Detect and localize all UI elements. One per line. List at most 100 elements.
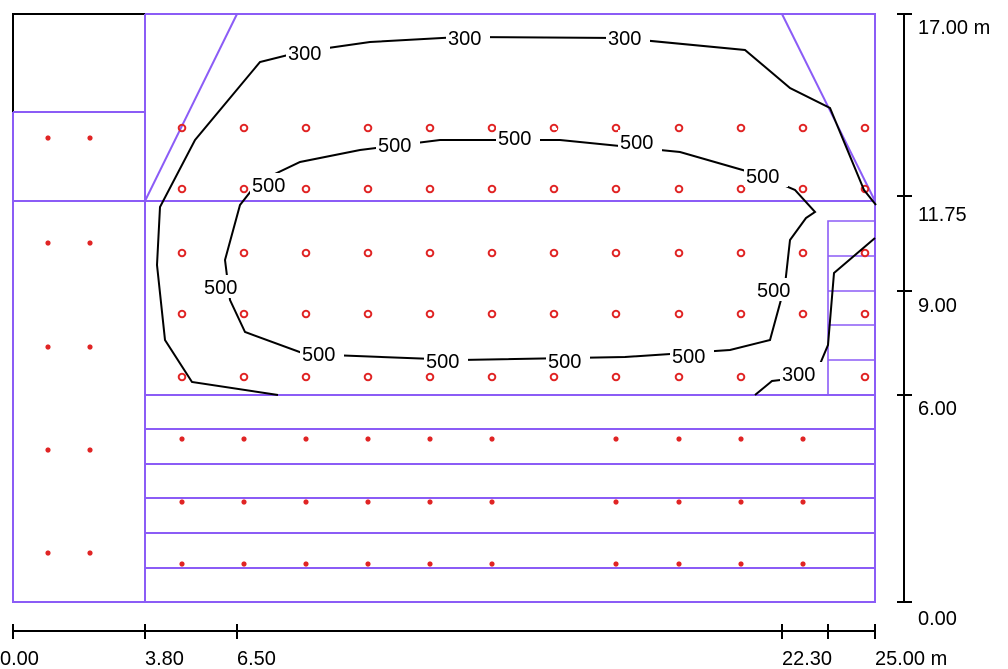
calc-point-ring (301, 184, 311, 194)
calc-point (303, 561, 309, 567)
calc-point-ring (177, 123, 187, 133)
calc-point-ring (363, 309, 373, 319)
calc-point-ring (425, 248, 435, 258)
calc-point-ring (239, 248, 249, 258)
calc-point (87, 344, 93, 350)
calc-point (241, 561, 247, 567)
calc-point-ring (549, 248, 559, 258)
calc-point-ring (239, 184, 249, 194)
calc-point-ring (736, 123, 746, 133)
calc-point-ring (549, 123, 559, 133)
y-label: 11.75 (918, 204, 967, 226)
calc-point (613, 436, 619, 442)
isoline-label-300: 300 (608, 28, 641, 50)
calc-point-ring (177, 372, 187, 382)
calc-point (676, 436, 682, 442)
y-label: 9.00 (918, 295, 957, 317)
calc-point-ring (674, 123, 684, 133)
calc-point-ring (674, 184, 684, 194)
x-label: 3.80 (145, 648, 184, 669)
calc-point-ring (798, 309, 808, 319)
calc-point-ring (239, 123, 249, 133)
calc-point-ring (487, 248, 497, 258)
calc-point-ring (425, 123, 435, 133)
isoline-label-500: 500 (302, 344, 335, 366)
calc-point-ring (425, 309, 435, 319)
isoline-labels: 300 300 300 300 500 500 500 500 500 500 … (202, 26, 824, 386)
calc-point-ring (363, 372, 373, 382)
calc-point (365, 561, 371, 567)
side-cell-outline (827, 220, 875, 395)
isoline-label-500: 500 (757, 280, 790, 302)
y-axis: 17.00 m 11.75 9.00 6.00 0.00 (897, 13, 990, 630)
calc-point-ring (611, 184, 621, 194)
calculation-points (45, 123, 870, 567)
calc-point-ring (798, 184, 808, 194)
calc-point-ring (363, 184, 373, 194)
calc-point-ring (549, 372, 559, 382)
calc-point-ring (301, 123, 311, 133)
calc-point-ring (736, 309, 746, 319)
isoline-label-500: 500 (620, 132, 653, 154)
calc-point (738, 436, 744, 442)
calc-point-ring (674, 248, 684, 258)
calc-point (87, 447, 93, 453)
isoline-300 (155, 35, 877, 396)
calc-point (45, 135, 51, 141)
calc-point-ring (487, 184, 497, 194)
calc-point-ring (549, 184, 559, 194)
calc-point (800, 436, 806, 442)
calc-point (613, 499, 619, 505)
x-label: 25.00 m (875, 648, 947, 669)
calc-point (45, 550, 51, 556)
isoline-label-300: 300 (782, 364, 815, 386)
calc-point (489, 499, 495, 505)
y-label: 17.00 m (918, 17, 990, 39)
x-label: 0.00 (0, 648, 39, 669)
calc-point-ring (798, 123, 808, 133)
calc-point-ring (363, 248, 373, 258)
x-label: 22.30 (782, 648, 832, 669)
x-axis: 0.00 3.80 6.50 22.30 25.00 m (0, 624, 947, 669)
calc-point (179, 499, 185, 505)
isolines (155, 35, 877, 396)
calc-point (365, 499, 371, 505)
calc-point-ring (736, 372, 746, 382)
calc-point (87, 240, 93, 246)
isoline-label-300: 300 (448, 28, 481, 50)
calc-point-ring (860, 372, 870, 382)
calc-point (303, 499, 309, 505)
unlit-corner-wall (12, 13, 145, 112)
isoline-label-500: 500 (672, 346, 705, 368)
calc-point (179, 436, 185, 442)
calc-point-ring (301, 248, 311, 258)
calc-point-ring (674, 372, 684, 382)
isoline-label-500: 500 (498, 128, 531, 150)
calc-point (45, 240, 51, 246)
y-label: 0.00 (918, 608, 957, 630)
calc-point (427, 561, 433, 567)
calc-point (676, 561, 682, 567)
calc-point-ring (363, 123, 373, 133)
floor-outline (12, 13, 876, 603)
calc-point-ring (674, 309, 684, 319)
calc-point-ring (177, 184, 187, 194)
calc-point-ring (611, 309, 621, 319)
x-label: 6.50 (237, 648, 276, 669)
calc-point (45, 344, 51, 350)
calc-point (800, 561, 806, 567)
calc-point-ring (611, 123, 621, 133)
calc-point-ring (611, 248, 621, 258)
calc-point-ring (177, 248, 187, 258)
isoline-label-500: 500 (378, 135, 411, 157)
calc-point (489, 561, 495, 567)
calc-point-ring (860, 248, 870, 258)
calc-point-ring (487, 309, 497, 319)
calc-point-ring (487, 123, 497, 133)
isoline-label-300: 300 (288, 43, 321, 65)
y-label: 6.00 (918, 398, 957, 420)
calc-point-ring (425, 184, 435, 194)
isoline-300-east (754, 237, 876, 396)
calc-point-ring (425, 372, 435, 382)
